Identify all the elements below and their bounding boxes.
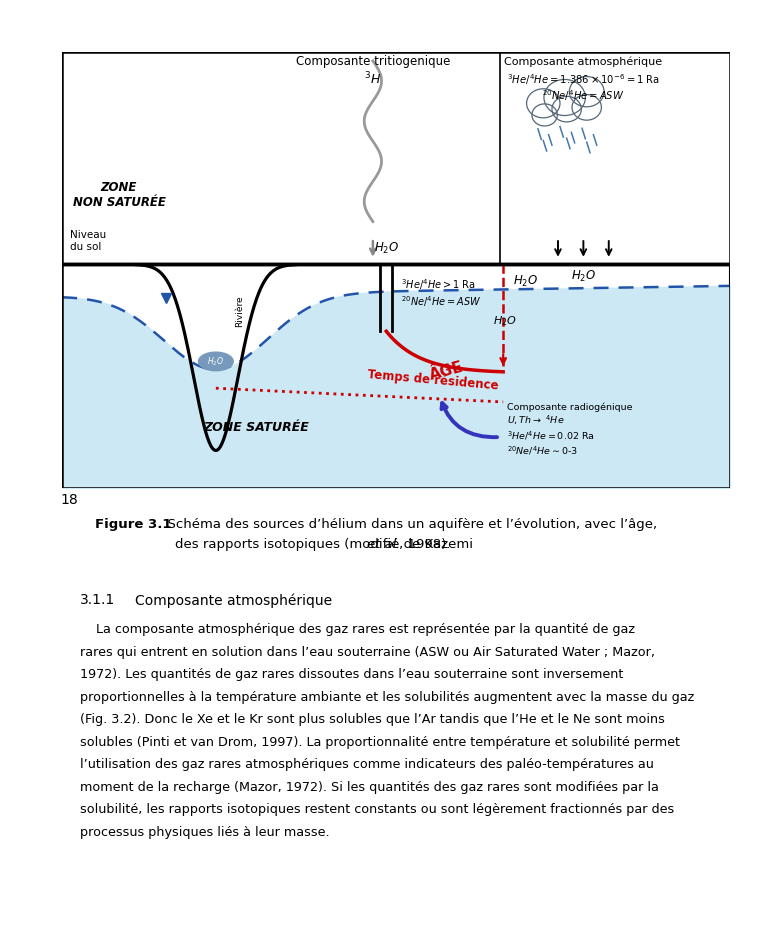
Text: solubles (Pinti et van Drom, 1997). La proportionnalité entre température et sol: solubles (Pinti et van Drom, 1997). La p… <box>80 736 680 749</box>
Text: $H_2O$: $H_2O$ <box>207 356 225 368</box>
Text: l’utilisation des gaz rares atmosphériques comme indicateurs des paléo-températu: l’utilisation des gaz rares atmosphériqu… <box>80 758 654 771</box>
Text: solubilité, les rapports isotopiques restent constants ou sont légèrement fracti: solubilité, les rapports isotopiques res… <box>80 803 674 816</box>
Circle shape <box>552 97 581 122</box>
Text: $H_2O$: $H_2O$ <box>571 269 596 284</box>
Text: $^{3}He/^{4}He = 1.386\times10^{-6} = 1$ Ra: $^{3}He/^{4}He = 1.386\times10^{-6} = 1$… <box>507 72 660 87</box>
Circle shape <box>544 80 585 116</box>
Text: 1972). Les quantités de gaz rares dissoutes dans l’eau souterraine sont inversem: 1972). Les quantités de gaz rares dissou… <box>80 668 623 682</box>
Text: Rivière: Rivière <box>235 295 244 327</box>
Text: ., 1998).: ., 1998). <box>395 538 451 552</box>
Text: ZONE
NON SATURÉE: ZONE NON SATURÉE <box>72 180 166 209</box>
Circle shape <box>570 77 604 107</box>
Text: Composante atmosphérique: Composante atmosphérique <box>504 57 663 67</box>
Circle shape <box>532 104 557 126</box>
FancyBboxPatch shape <box>62 52 730 264</box>
Circle shape <box>527 89 560 118</box>
Text: 3.1.1: 3.1.1 <box>80 593 115 608</box>
Text: $H_2O$: $H_2O$ <box>513 274 538 289</box>
Text: des rapports isotopiques (modifié de Kazemi: des rapports isotopiques (modifié de Kaz… <box>175 538 477 552</box>
Text: proportionnelles à la température ambiante et les solubilités augmentent avec la: proportionnelles à la température ambian… <box>80 691 695 703</box>
Text: Composante radiogénique
$U,Th \rightarrow\ ^{4}He$
$^{3}He/^{4}He = 0.02$ Ra
$^{: Composante radiogénique $U,Th \rightarro… <box>507 402 632 457</box>
Text: Niveau
du sol: Niveau du sol <box>70 230 106 251</box>
Text: et al: et al <box>367 538 396 552</box>
Text: La composante atmosphérique des gaz rares est représentée par la quantité de gaz: La composante atmosphérique des gaz rare… <box>80 624 635 636</box>
Text: ZONE SATURÉE: ZONE SATURÉE <box>203 421 308 433</box>
Text: $H_2O$: $H_2O$ <box>493 314 517 328</box>
FancyBboxPatch shape <box>62 52 730 488</box>
Text: Composante tritiogenique: Composante tritiogenique <box>296 55 450 68</box>
Text: $H_2O$: $H_2O$ <box>374 241 399 256</box>
Circle shape <box>572 95 601 120</box>
Text: Figure 3.1: Figure 3.1 <box>95 519 172 532</box>
Text: processus physiques liés à leur masse.: processus physiques liés à leur masse. <box>80 826 329 839</box>
Text: Temps de résidence: Temps de résidence <box>367 368 499 392</box>
Text: Composante atmosphérique: Composante atmosphérique <box>135 593 332 608</box>
Text: 18: 18 <box>60 494 78 507</box>
Text: (Fig. 3.2). Donc le Xe et le Kr sont plus solubles que l’Ar tandis que l’He et l: (Fig. 3.2). Donc le Xe et le Kr sont plu… <box>80 713 665 726</box>
Ellipse shape <box>198 352 233 371</box>
Text: Schéma des sources d’hélium dans un aquifère et l’évolution, avec l’âge,: Schéma des sources d’hélium dans un aqui… <box>159 519 657 532</box>
Text: $^{3}H$: $^{3}H$ <box>364 71 382 87</box>
Text: $^{3}He/^{4}He > 1$ Ra
$^{20}Ne/^{4}He = ASW$: $^{3}He/^{4}He > 1$ Ra $^{20}Ne/^{4}He =… <box>401 277 482 309</box>
Text: $^{20}Ne/^{4}He = ASW$: $^{20}Ne/^{4}He = ASW$ <box>542 88 625 103</box>
Text: rares qui entrent en solution dans l’eau souterraine (ASW ou Air Saturated Water: rares qui entrent en solution dans l’eau… <box>80 646 655 659</box>
Text: moment de la recharge (Mazor, 1972). Si les quantités des gaz rares sont modifié: moment de la recharge (Mazor, 1972). Si … <box>80 780 659 793</box>
Text: ÂGE: ÂGE <box>427 359 465 383</box>
